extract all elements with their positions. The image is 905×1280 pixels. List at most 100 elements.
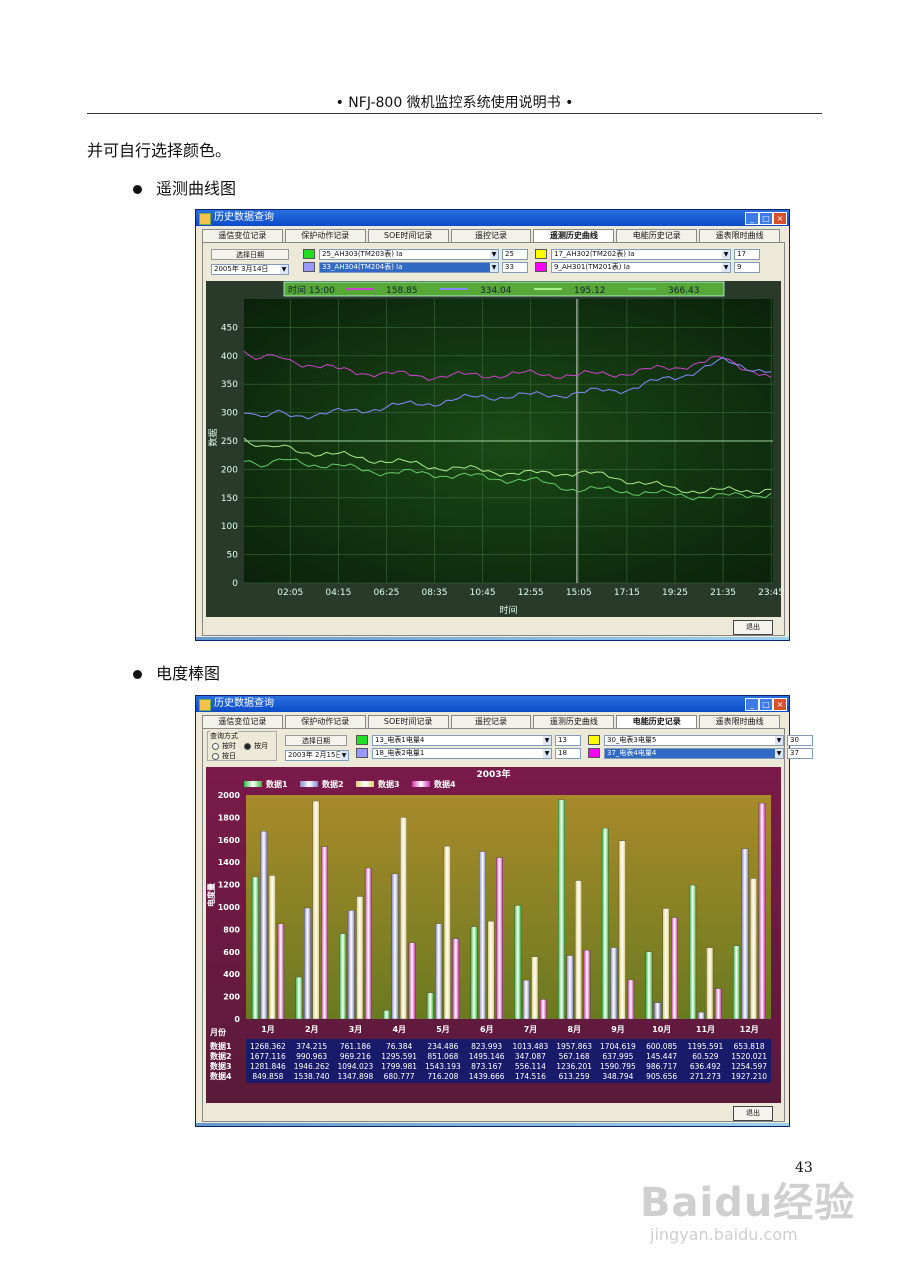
x-tick-label: 8月 [567, 1025, 581, 1034]
legend-label-1: 数据1 [266, 779, 288, 789]
channel-color-swatch[interactable] [588, 735, 600, 745]
table-cell: 905.656 [646, 1072, 677, 1081]
tab-3[interactable]: 遥控记录 [450, 229, 532, 242]
radio-by-day[interactable]: 按日 [212, 751, 236, 761]
tab-3[interactable]: 遥控记录 [450, 715, 532, 728]
cursor-value-2: 334.04 [480, 286, 512, 296]
legend-swatch [412, 781, 430, 787]
tab-4[interactable]: 遥测历史曲线 [533, 229, 615, 242]
channel-color-swatch[interactable] [303, 249, 315, 259]
tab-4[interactable]: 遥测历史曲线 [533, 715, 615, 728]
bar-4-6 [496, 857, 503, 1020]
tab-1[interactable]: 保护动作记录 [284, 229, 366, 242]
telemetry-chart: 0 50 100 150 200 250 300 350 400 450 02:05 04:15 06:… [206, 281, 784, 617]
y-tick-label: 1200 [218, 881, 241, 890]
tab-2[interactable]: SOE时间记录 [367, 715, 449, 728]
channel-number-field[interactable]: 37 [787, 748, 813, 759]
channel-number-field[interactable]: 33 [502, 262, 528, 273]
table-cell: 348.794 [602, 1072, 633, 1081]
channel-number-field[interactable]: 30 [787, 735, 813, 746]
close-icon[interactable]: × [773, 212, 787, 225]
bar-3-8 [575, 880, 582, 1020]
y-axis-label: 数据 [207, 429, 219, 447]
channel-select[interactable]: 18_电表2电量1 ▼ [372, 748, 552, 759]
date-picker[interactable]: 2003年 2月15日 ▼ [285, 750, 349, 761]
chevron-down-icon[interactable]: ▼ [490, 250, 498, 259]
chevron-down-icon[interactable]: ▼ [775, 736, 783, 745]
tab-bar: 遥信变位记录 保护动作记录 SOE时间记录 遥控记录 遥测历史曲线 电能历史记录 遥表限时曲… [202, 715, 782, 728]
channel-select[interactable]: 17_AH302(TM202表) Ia ▼ [551, 249, 731, 260]
exit-button[interactable]: 退出 [733, 1106, 773, 1121]
x-tick-label: 08:35 [422, 588, 448, 598]
radio-by-hour[interactable]: 按时 [212, 741, 236, 751]
select-date-label: 选择日期 [211, 249, 289, 260]
tab-6[interactable]: 遥表限时曲线 [699, 715, 781, 728]
minimize-icon[interactable]: _ [745, 212, 759, 225]
watermark-logo: Baidu经验 [640, 1180, 856, 1226]
chevron-down-icon[interactable]: ▼ [722, 263, 730, 272]
channel-color-swatch[interactable] [535, 249, 547, 259]
radio-by-month[interactable]: 按月 [244, 741, 268, 751]
tab-1[interactable]: 保护动作记录 [284, 715, 366, 728]
table-cell: 1495.146 [469, 1052, 505, 1061]
bar-4-3 [364, 867, 372, 1020]
channel-number-field[interactable]: 18 [555, 748, 581, 759]
chevron-down-icon[interactable]: ▼ [775, 749, 783, 758]
table-cell: 1281.846 [250, 1062, 286, 1071]
channel-color-swatch[interactable] [356, 748, 368, 758]
bar-3-5 [443, 846, 451, 1020]
bar-2-2 [304, 907, 311, 1020]
bar-1-5 [426, 992, 434, 1020]
tab-0[interactable]: 遥信变位记录 [202, 715, 283, 728]
chevron-down-icon[interactable]: ▼ [722, 250, 730, 259]
channel-select[interactable]: 9_AH301(TM201表) Ia ▼ [551, 262, 731, 273]
chevron-down-icon[interactable]: ▼ [543, 749, 551, 758]
y-tick-label: 600 [223, 948, 240, 957]
channel-number-field[interactable]: 9 [734, 262, 760, 273]
tab-5[interactable]: 电能历史记录 [616, 229, 698, 242]
bullet-energy: 电度棒图 [133, 660, 220, 684]
chart-title: 2003年 [476, 768, 510, 780]
exit-button[interactable]: 退出 [733, 620, 773, 635]
table-cell: 76.384 [386, 1042, 412, 1051]
bar-3-2 [312, 800, 320, 1020]
page-number: 43 [795, 1160, 813, 1176]
channel-color-swatch[interactable] [588, 748, 600, 758]
channel-number-field[interactable]: 17 [734, 249, 760, 260]
channel-color-swatch[interactable] [356, 735, 368, 745]
window-bottom-strip [196, 1123, 789, 1126]
channel-select[interactable]: 25_AH303(TM203表) Ia ▼ [319, 249, 499, 260]
table-cell: 969.216 [340, 1052, 371, 1061]
tab-6[interactable]: 遥表限时曲线 [699, 229, 781, 242]
channel-select[interactable]: 37_电表4电量4 ▼ [604, 748, 784, 759]
tab-5[interactable]: 电能历史记录 [616, 715, 698, 728]
tab-panel: 查询方式 按时 按月 按日 选择日期 2003年 2月15日 ▼ 13_电表1电量… [202, 728, 813, 1122]
minimize-icon[interactable]: _ [745, 698, 759, 711]
table-cell: 1538.740 [294, 1072, 330, 1081]
bar-2-6 [479, 851, 486, 1020]
y-tick-label: 1000 [218, 903, 241, 912]
bar-4-10 [671, 917, 678, 1020]
table-cell: 1268.362 [250, 1042, 286, 1051]
bar-1-2 [295, 976, 303, 1020]
bar-3-4 [400, 817, 407, 1020]
bullet-dot-icon [133, 185, 142, 194]
y-tick-label: 800 [223, 925, 240, 934]
channel-select[interactable]: 13_电表1电量4 ▼ [372, 735, 552, 746]
chevron-down-icon[interactable]: ▼ [490, 263, 498, 272]
maximize-icon[interactable]: □ [759, 698, 773, 711]
channel-number-field[interactable]: 25 [502, 249, 528, 260]
series-line-1 [243, 350, 772, 381]
tab-2[interactable]: SOE时间记录 [367, 229, 449, 242]
channel-select[interactable]: 30_电表3电量5 ▼ [604, 735, 784, 746]
tab-0[interactable]: 遥信变位记录 [202, 229, 283, 242]
chevron-down-icon[interactable]: ▼ [543, 736, 551, 745]
channel-color-swatch[interactable] [535, 262, 547, 272]
tab-bar: 遥信变位记录 保护动作记录 SOE时间记录 遥控记录 遥测历史曲线 电能历史记录 遥表限时曲… [202, 229, 782, 242]
date-picker[interactable]: 2005年 3月14日 ▼ [211, 264, 289, 275]
channel-color-swatch[interactable] [303, 262, 315, 272]
close-icon[interactable]: × [773, 698, 787, 711]
channel-select[interactable]: 33_AH304(TM204表) Ia ▼ [319, 262, 499, 273]
maximize-icon[interactable]: □ [759, 212, 773, 225]
channel-number-field[interactable]: 13 [555, 735, 581, 746]
